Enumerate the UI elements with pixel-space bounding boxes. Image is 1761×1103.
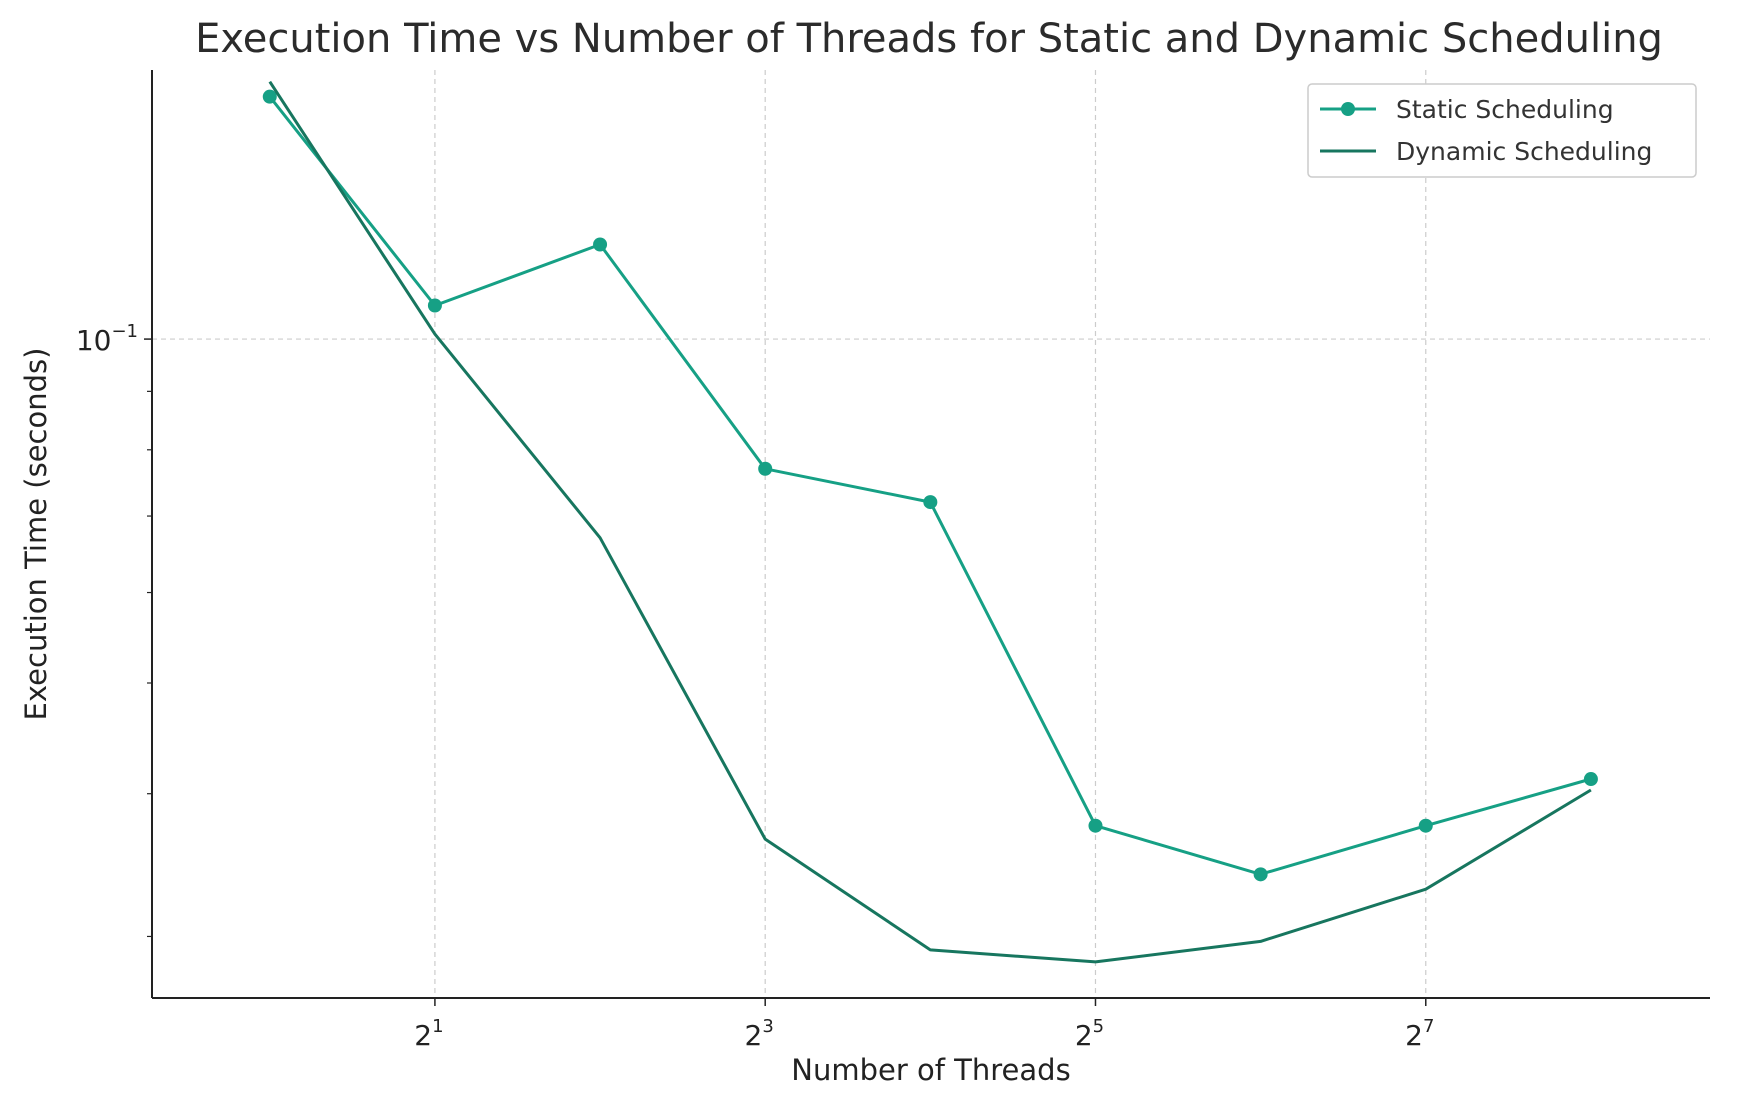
static-scheduling-point xyxy=(593,237,608,252)
y-tick-label: 10−1 xyxy=(76,321,138,357)
legend-box xyxy=(1307,83,1697,178)
legend: Static Scheduling Dynamic Scheduling xyxy=(1307,83,1697,178)
dynamic-scheduling-line xyxy=(268,80,1592,964)
grid xyxy=(152,70,1710,998)
static-scheduling-point xyxy=(262,89,277,104)
x-axis-label: Number of Threads xyxy=(791,1053,1070,1087)
legend-dynamic-label: Dynamic Scheduling xyxy=(1396,137,1652,166)
static-scheduling-point xyxy=(427,298,442,313)
y-axis-label: Execution Time (seconds) xyxy=(19,348,53,721)
x-tick-label: 23 xyxy=(745,1016,774,1052)
static-scheduling-point xyxy=(923,495,938,510)
static-scheduling-point xyxy=(1583,772,1598,787)
x-tick-label: 21 xyxy=(414,1016,443,1052)
ticks: 21 23 25 27 10−1 xyxy=(76,321,1435,1052)
x-tick-label: 25 xyxy=(1075,1016,1104,1052)
axes xyxy=(151,70,1710,999)
static-scheduling-point xyxy=(1253,867,1268,882)
series-layer xyxy=(262,80,1598,964)
static-scheduling-point xyxy=(758,461,773,476)
legend-static-marker xyxy=(1341,102,1355,116)
static-scheduling-point xyxy=(1418,818,1433,833)
legend-static-label: Static Scheduling xyxy=(1396,95,1614,124)
x-tick-label: 27 xyxy=(1405,1016,1434,1052)
static-scheduling-point xyxy=(1088,818,1103,833)
chart-title: Execution Time vs Number of Threads for … xyxy=(195,16,1663,62)
